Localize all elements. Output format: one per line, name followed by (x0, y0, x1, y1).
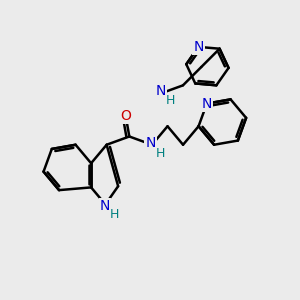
Text: N: N (202, 97, 212, 111)
Text: H: H (166, 94, 175, 107)
Text: N: N (156, 84, 166, 98)
Text: O: O (120, 109, 131, 123)
Text: N: N (100, 199, 110, 213)
Text: H: H (110, 208, 119, 221)
Text: H: H (156, 147, 166, 160)
Text: N: N (193, 40, 204, 54)
Text: N: N (145, 136, 156, 150)
